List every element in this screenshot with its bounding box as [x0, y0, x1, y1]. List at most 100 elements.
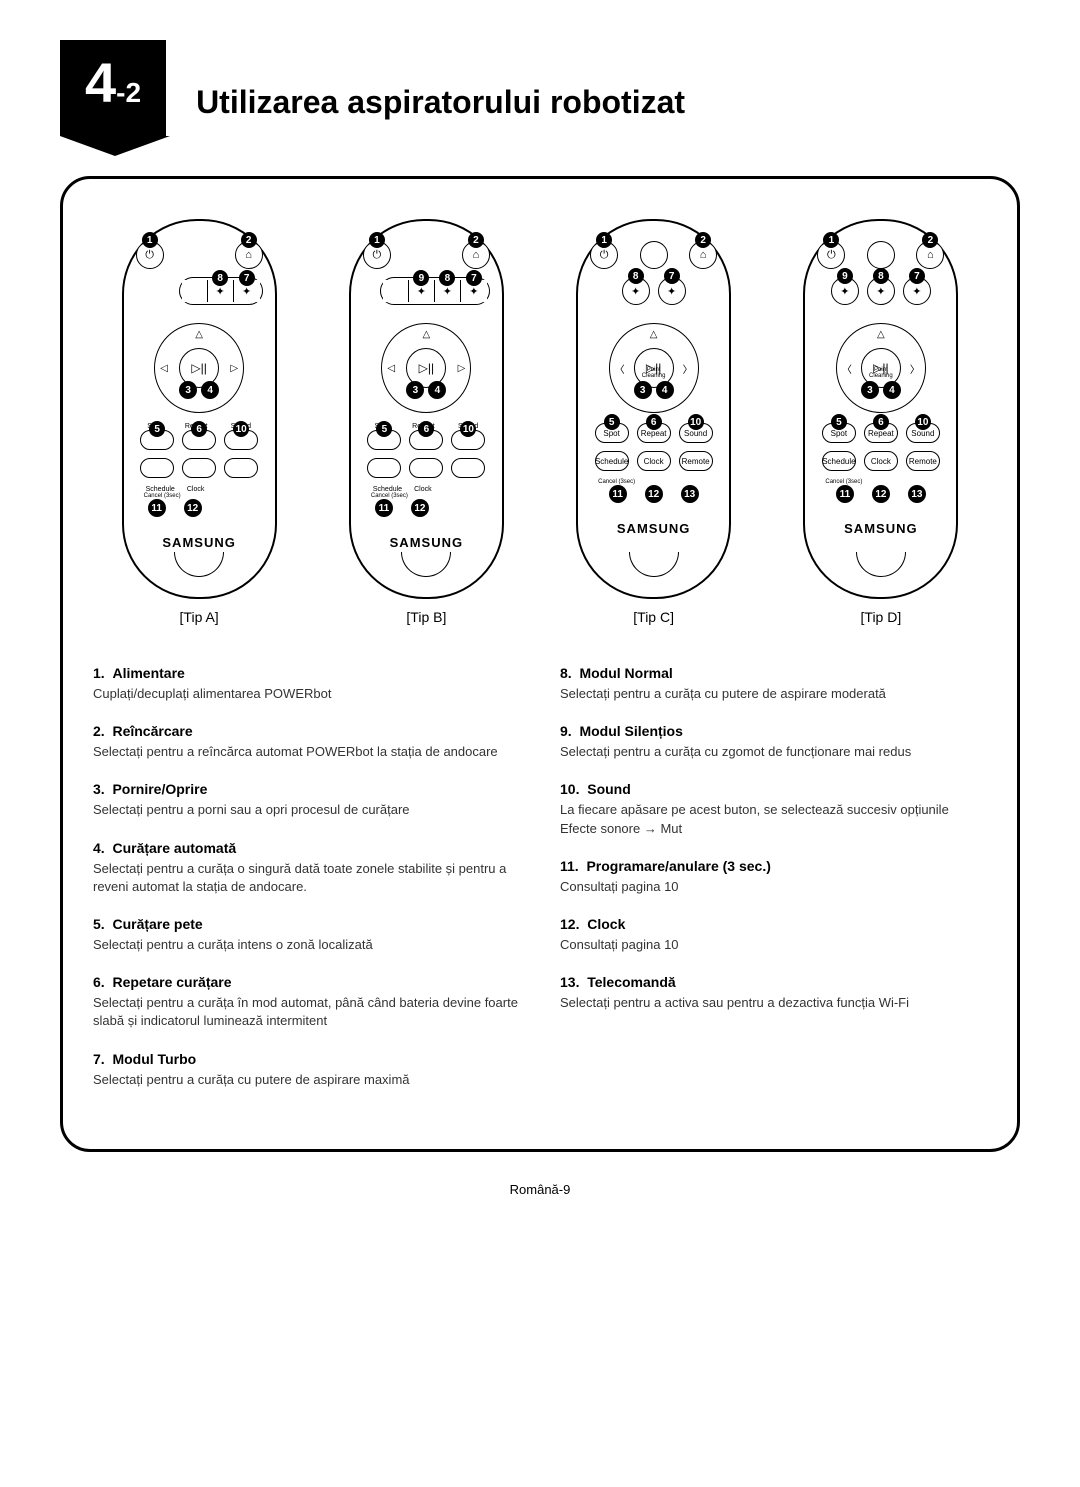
marker-7: 7: [239, 270, 255, 286]
normal-button: 8✦: [622, 277, 650, 305]
dpad: △ 〈〉 ▷|| 34 Point Cleaning: [609, 323, 699, 413]
remote-body: 1⏻ 2⌂ 9✦ 8✦ 7✦ △ ◁▷ ▷|| 34 SpotRep: [349, 219, 504, 599]
marker-4: 4: [656, 381, 674, 399]
time-markers: 111213: [817, 485, 944, 503]
remote-wrap: 1⏻ 2⌂ 8✦ 7✦ △ ◁▷ ▷|| 34 SpotRepea: [122, 219, 277, 625]
remote-wrap: 1⏻ 2⌂ 9✦ 8✦ 7✦ △ 〈〉 ▷|| 34 Point Cleanin…: [803, 219, 958, 625]
power-button: 1⏻: [136, 241, 164, 269]
marker-5: 5: [149, 421, 165, 437]
time-row: Schedule Clock Remote: [817, 451, 944, 471]
func-row: 5Spot 6Repeat 10Sound: [590, 423, 717, 443]
marker-1: 1: [596, 232, 612, 248]
play-pause-button: ▷|| 34: [406, 348, 446, 388]
marker-7: 7: [664, 268, 680, 284]
marker-4: 4: [201, 381, 219, 399]
schedule-button: Schedule: [595, 451, 629, 471]
spot-button: 5: [140, 430, 174, 450]
time-row: [363, 458, 490, 478]
dpad: △ ◁▷ ▷|| 34: [381, 323, 471, 413]
blank2-button: [224, 458, 258, 478]
turbo-button: 7✦: [903, 277, 931, 305]
clock-button: [409, 458, 443, 478]
up-icon: △: [195, 329, 203, 340]
marker-2: 2: [695, 232, 711, 248]
remote-body: 1⏻ 2⌂ 8✦ 7✦ △ ◁▷ ▷|| 34 SpotRepea: [122, 219, 277, 599]
desc-title: 3. Pornire/Oprire: [93, 781, 520, 797]
marker-10: 10: [233, 421, 249, 437]
main-content-box: 1⏻ 2⌂ 8✦ 7✦ △ ◁▷ ▷|| 34 SpotRepea: [60, 176, 1020, 1152]
mode-row: 8✦ 7✦: [136, 277, 263, 305]
desc-item: 12. Clock Consultați pagina 10: [560, 916, 987, 954]
marker-1: 1: [823, 232, 839, 248]
play-pause-button: ▷|| 34: [179, 348, 219, 388]
up-icon: △: [877, 329, 885, 340]
desc-col-left: 1. Alimentare Cuplați/decuplați alimenta…: [93, 665, 520, 1109]
schedule-button: Schedule: [822, 451, 856, 471]
marker-11: 11: [609, 485, 627, 503]
bottom-curve: [174, 552, 224, 577]
desc-body: Selectați pentru a activa sau pentru a d…: [560, 994, 987, 1012]
time-row: Schedule Clock Remote: [590, 451, 717, 471]
desc-body: Selectați pentru a curăța cu zgomot de f…: [560, 743, 987, 761]
desc-item: 5. Curățare pete Selectați pentru a cură…: [93, 916, 520, 954]
schedule-button: [140, 458, 174, 478]
marker-12: 12: [411, 499, 429, 517]
desc-item: 2. Reîncărcare Selectați pentru a reîncă…: [93, 723, 520, 761]
desc-body: Selectați pentru a curăța o singură dată…: [93, 860, 520, 896]
marker-7: 7: [909, 268, 925, 284]
top-row: 1⏻ 2⌂: [590, 241, 717, 269]
marker-6: 6: [646, 414, 662, 430]
section-major: 4: [85, 51, 116, 114]
brand-logo: SAMSUNG: [617, 521, 690, 536]
remote-button: Remote: [906, 451, 940, 471]
right-icon: 〉: [910, 361, 920, 376]
marker-11: 11: [836, 485, 854, 503]
mode-row: 8✦ 7✦: [590, 277, 717, 305]
marker-5: 5: [831, 414, 847, 430]
top-row: 1⏻ 2⌂: [817, 241, 944, 269]
top-row: 1⏻ 2⌂: [136, 241, 263, 269]
sound-button: 10Sound: [679, 423, 713, 443]
desc-col-right: 8. Modul Normal Selectați pentru a curăț…: [560, 665, 987, 1109]
recharge-button: 2⌂: [689, 241, 717, 269]
time-markers: 1112: [136, 499, 263, 517]
desc-item: 8. Modul Normal Selectați pentru a curăț…: [560, 665, 987, 703]
marker-3: 3: [406, 381, 424, 399]
left-icon: 〈: [615, 361, 625, 376]
recharge-button: 2⌂: [235, 241, 263, 269]
remote-label: [Tip D]: [803, 609, 958, 625]
blank-button: [182, 280, 208, 302]
right-icon: ▷: [230, 363, 238, 374]
brand-logo: SAMSUNG: [390, 535, 463, 550]
desc-body: Selectați pentru a curăța cu putere de a…: [93, 1071, 520, 1089]
blank2-button: [451, 458, 485, 478]
marker-10: 10: [460, 421, 476, 437]
bottom-curve: [629, 552, 679, 577]
repeat-button: 6: [409, 430, 443, 450]
right-icon: 〉: [683, 361, 693, 376]
section-badge: 4-2: [60, 40, 166, 136]
remote-body: 1⏻ 2⌂ 9✦ 8✦ 7✦ △ 〈〉 ▷|| 34 Point Cleanin…: [803, 219, 958, 599]
center-top: [640, 241, 668, 269]
marker-4: 4: [883, 381, 901, 399]
sound-button: 10Sound: [906, 423, 940, 443]
desc-title: 10. Sound: [560, 781, 987, 797]
mode-group: 9✦ 8✦ 7✦: [380, 277, 490, 305]
marker-3: 3: [179, 381, 197, 399]
desc-body: Consultați pagina 10: [560, 878, 987, 896]
func-row: 5Spot 6Repeat 10Sound: [817, 423, 944, 443]
brand-logo: SAMSUNG: [162, 535, 235, 550]
marker-2: 2: [922, 232, 938, 248]
time-labels: ScheduleClock: [363, 486, 490, 493]
remote-body: 1⏻ 2⌂ 8✦ 7✦ △ 〈〉 ▷|| 34 Point Cleaning 5…: [576, 219, 731, 599]
repeat-button: 6: [182, 430, 216, 450]
top-row: 1⏻ 2⌂: [363, 241, 490, 269]
point-text: Point Cleaning: [635, 367, 673, 379]
desc-item: 13. Telecomandă Selectați pentru a activ…: [560, 974, 987, 1012]
marker-11: 11: [375, 499, 393, 517]
desc-body: Selectați pentru a curăța cu putere de a…: [560, 685, 987, 703]
marker-1: 1: [142, 232, 158, 248]
desc-item: 1. Alimentare Cuplați/decuplați alimenta…: [93, 665, 520, 703]
marker-10: 10: [915, 414, 931, 430]
remote-wrap: 1⏻ 2⌂ 9✦ 8✦ 7✦ △ ◁▷ ▷|| 34 SpotRep: [349, 219, 504, 625]
